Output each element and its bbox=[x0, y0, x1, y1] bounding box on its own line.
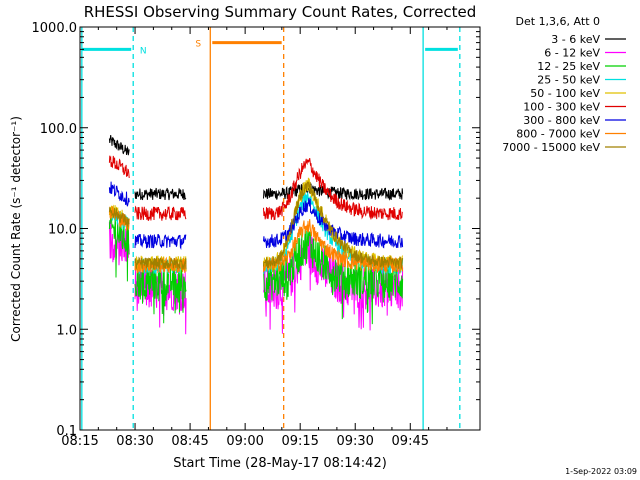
x-tick-label-4: 09:15 bbox=[281, 434, 318, 449]
series-8-segment-2 bbox=[263, 181, 404, 269]
plot-frame bbox=[79, 26, 481, 431]
legend-label-1: 6 - 12 keV bbox=[544, 47, 600, 60]
y-tick-label-3: 100.0 bbox=[40, 122, 77, 137]
series-6-segment-1 bbox=[134, 233, 187, 251]
x-tick-label-1: 08:30 bbox=[116, 434, 153, 449]
series-5-segment-2 bbox=[263, 157, 403, 221]
series-6-segment-0 bbox=[108, 181, 130, 207]
legend-title: Det 1,3,6, Att 0 bbox=[516, 15, 600, 28]
x-tick-label-2: 08:45 bbox=[171, 434, 208, 449]
series-2-segment-2 bbox=[263, 227, 404, 325]
legend-label-2: 12 - 25 keV bbox=[537, 60, 600, 73]
series-5 bbox=[108, 155, 403, 221]
y-axis-label: Corrected Count Rate (s⁻¹ detector⁻¹) bbox=[9, 116, 23, 342]
legend-label-5: 100 - 300 keV bbox=[523, 101, 600, 114]
series-0-segment-1 bbox=[134, 187, 187, 201]
state-bar-label-0: N bbox=[140, 46, 147, 56]
legend-label-8: 7000 - 15000 keV bbox=[502, 141, 600, 154]
footer-timestamp: 1-Sep-2022 03:09 bbox=[565, 467, 637, 476]
legend-label-6: 300 - 800 keV bbox=[523, 114, 600, 127]
legend-label-4: 50 - 100 keV bbox=[530, 87, 600, 100]
state-bar-label-1: S bbox=[195, 40, 201, 50]
series-7-segment-2 bbox=[263, 219, 404, 274]
series-7-segment-1 bbox=[134, 256, 187, 274]
legend-label-0: 3 - 6 keV bbox=[551, 33, 600, 46]
series-0 bbox=[108, 134, 404, 201]
series-2-segment-0 bbox=[108, 208, 130, 282]
y-tick-label-2: 10.0 bbox=[48, 223, 77, 238]
plot-area: NS bbox=[81, 27, 461, 430]
chart-title: RHESSI Observing Summary Count Rates, Co… bbox=[84, 3, 477, 21]
y-tick-label-1: 1.0 bbox=[56, 323, 77, 338]
series-5-segment-1 bbox=[134, 205, 187, 221]
y-tick-label-0: 0.1 bbox=[56, 424, 77, 439]
x-tick-label-3: 09:00 bbox=[226, 434, 263, 449]
series-1-segment-0 bbox=[108, 216, 130, 266]
series-5-segment-0 bbox=[108, 155, 130, 179]
series-8 bbox=[108, 181, 404, 270]
y-tick-label-4: 1000.0 bbox=[32, 21, 78, 36]
series-8-segment-1 bbox=[134, 256, 187, 270]
series-0-segment-2 bbox=[263, 182, 404, 201]
x-tick-label-5: 09:30 bbox=[336, 434, 373, 449]
x-tick-label-6: 09:45 bbox=[392, 434, 429, 449]
series-8-segment-0 bbox=[108, 207, 130, 228]
axes: 08:15 08:30 08:45 09:00 09:15 09:30 09:45 0.1 1.… bbox=[32, 21, 481, 449]
legend-label-7: 800 - 7000 keV bbox=[516, 128, 600, 141]
legend-label-3: 25 - 50 keV bbox=[537, 74, 600, 87]
x-tick-label-0: 08:15 bbox=[61, 434, 98, 449]
x-axis-label: Start Time (28-May-17 08:14:42) bbox=[173, 456, 387, 471]
series-0-segment-0 bbox=[108, 134, 130, 156]
